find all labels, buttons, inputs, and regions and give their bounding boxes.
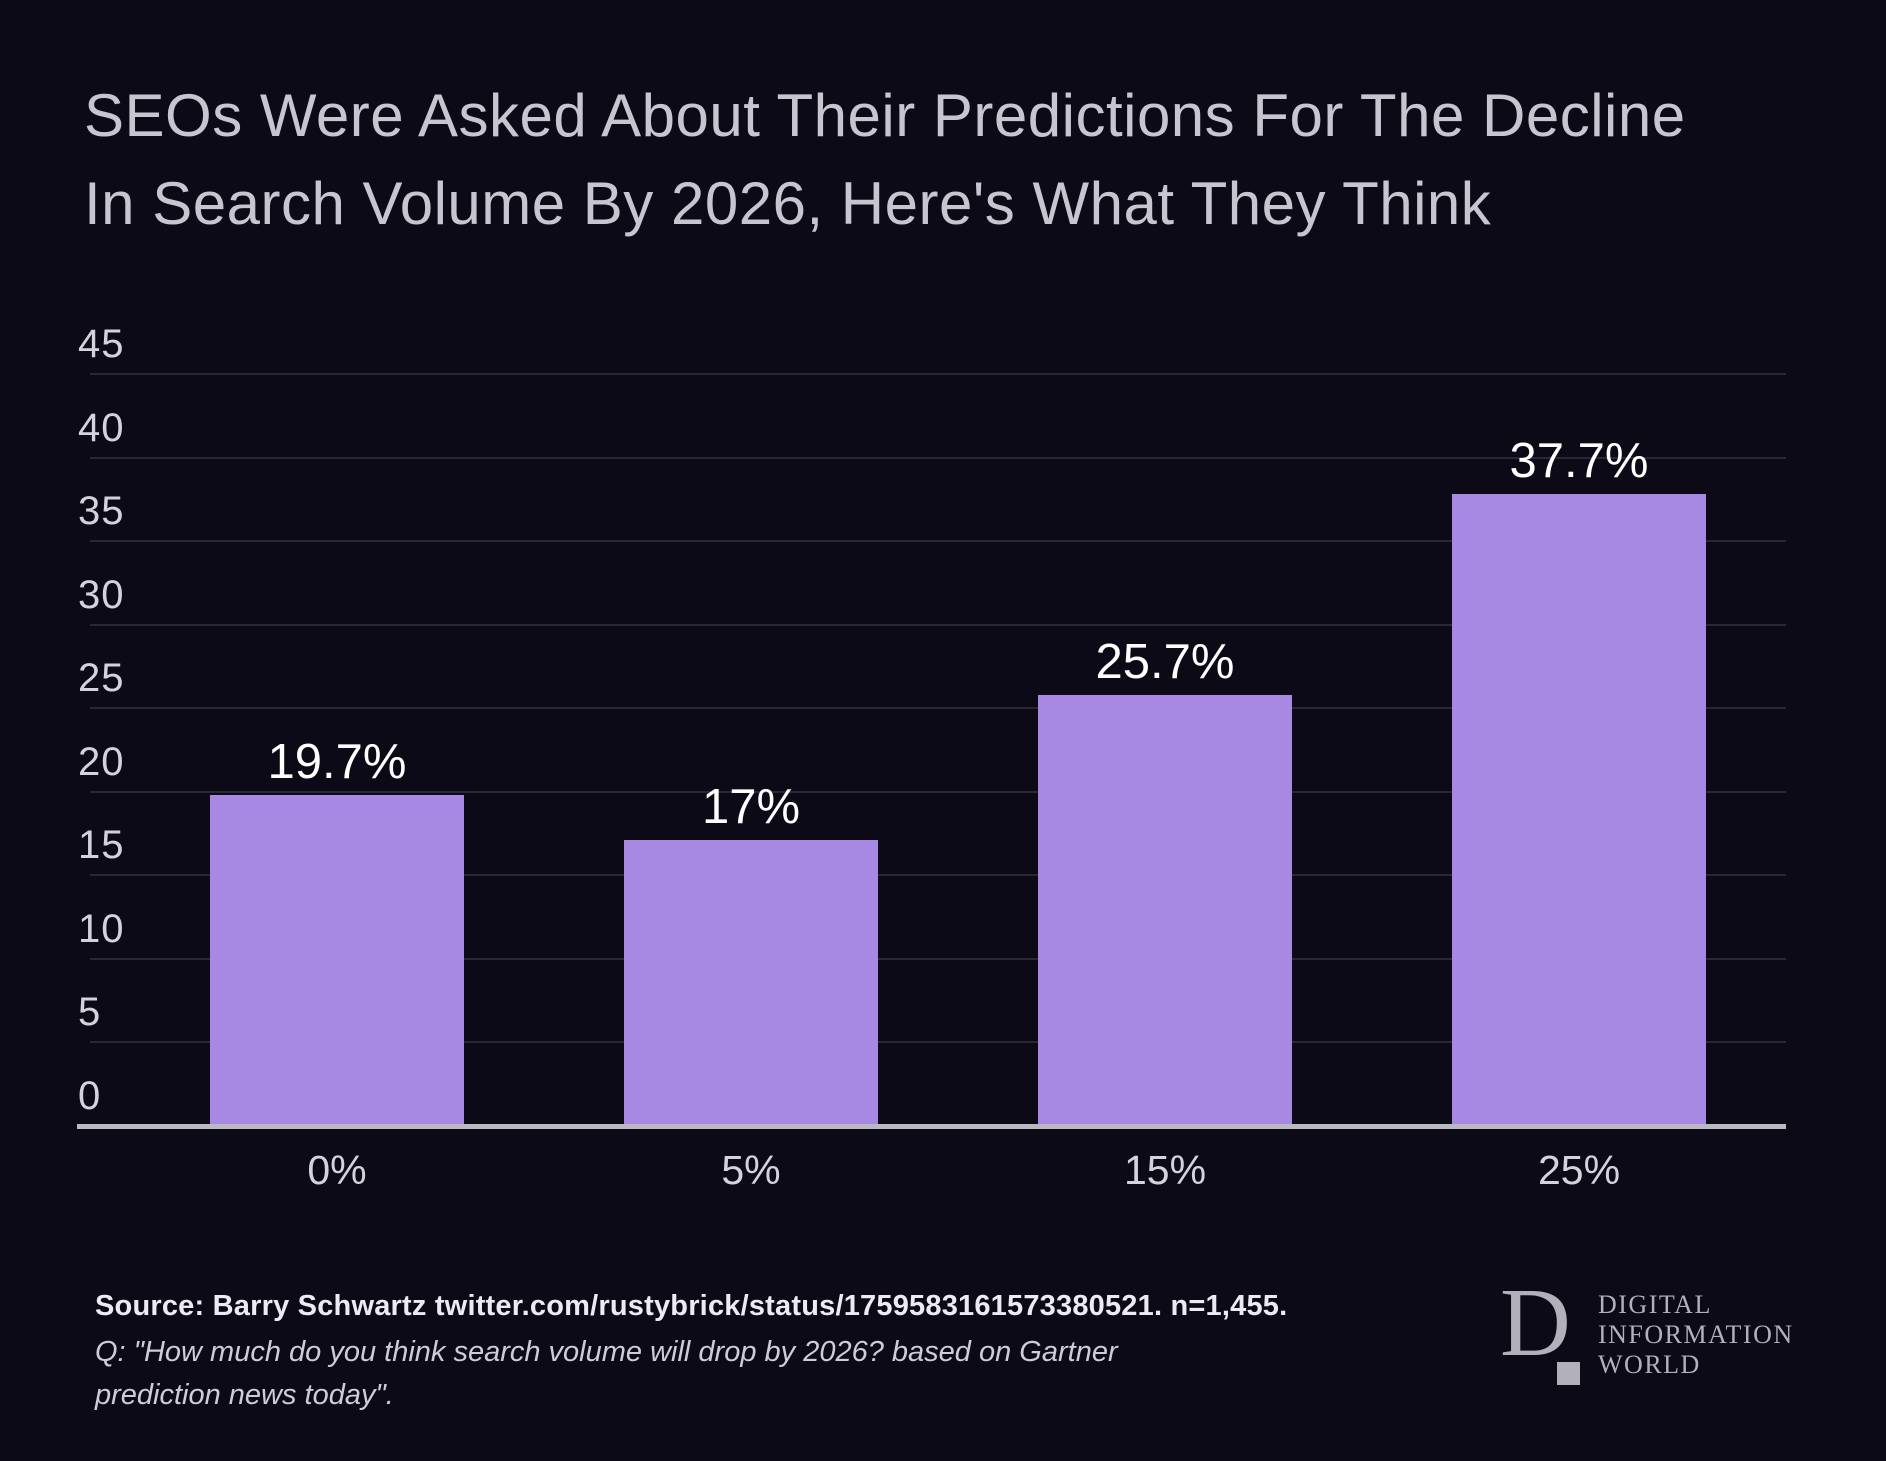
- y-axis-tick-label-45: 45: [78, 322, 125, 366]
- y-axis-tick-label-0: 0: [78, 1074, 102, 1118]
- y-axis-tick-label-30: 30: [78, 572, 125, 617]
- source-text: Source: Barry Schwartz twitter.com/rusty…: [95, 1290, 1288, 1322]
- x-axis-baseline: [77, 1124, 1786, 1129]
- bar-value-label-25%: 37.7%: [1509, 434, 1649, 488]
- logo-word-digital: DIGITAL: [1598, 1290, 1712, 1319]
- gridline-y-45: [90, 373, 1786, 375]
- gridline-y-15: [90, 874, 1786, 877]
- y-axis-tick-label-40: 40: [78, 405, 125, 450]
- x-axis-category-label-0%: 0%: [307, 1147, 367, 1193]
- logo-word-world: WORLD: [1598, 1350, 1701, 1379]
- gridline-y-40: [90, 456, 1786, 459]
- gridline-y-25: [90, 707, 1786, 710]
- bar-value-label-15%: 25.7%: [1095, 634, 1235, 689]
- chart-title-line-2: In Search Volume By 2026, Here's What Th…: [84, 170, 1492, 237]
- chart-title-line-1: SEOs Were Asked About Their Predictions …: [84, 82, 1686, 149]
- y-axis-tick-label-25: 25: [78, 656, 125, 701]
- question-line-2: prediction news today".: [95, 1379, 394, 1411]
- x-axis-category-label-5%: 5%: [721, 1147, 781, 1193]
- gridline-y-5: [90, 1041, 1786, 1044]
- y-axis-tick-label-20: 20: [78, 739, 125, 784]
- bar-value-label-5%: 17%: [701, 779, 801, 834]
- y-axis-tick-label-10: 10: [78, 906, 125, 951]
- logo-word-information: INFORMATION: [1598, 1320, 1794, 1349]
- logo-wordmark: DIGITAL INFORMATION WORLD: [1598, 1290, 1794, 1380]
- bar-value-label-0%: 19.7%: [267, 734, 407, 789]
- gridline-y-20: [90, 790, 1786, 793]
- y-axis-tick-label-5: 5: [78, 990, 102, 1035]
- question-text: Q: "How much do you think search volume …: [95, 1331, 1118, 1417]
- bar-15%: [1038, 694, 1292, 1124]
- gridline-y-35: [90, 540, 1786, 543]
- gridline-y-10: [90, 957, 1786, 960]
- bar-5%: [624, 839, 878, 1124]
- question-line-1: Q: "How much do you think search volume …: [95, 1336, 1118, 1368]
- y-axis-tick-label-15: 15: [78, 823, 125, 868]
- x-axis-category-label-25%: 25%: [1537, 1147, 1621, 1193]
- y-axis-tick-label-35: 35: [78, 489, 125, 534]
- digital-information-world-logo: D DIGITAL INFORMATION WORLD: [1500, 1270, 1830, 1410]
- x-axis-category-label-15%: 15%: [1123, 1147, 1207, 1193]
- bar-25%: [1452, 494, 1706, 1124]
- gridline-y-30: [90, 623, 1786, 626]
- logo-letter-d: D: [1500, 1269, 1571, 1377]
- chart-title: SEOs Were Asked About Their Predictions …: [84, 72, 1686, 248]
- logo-square-icon: [1557, 1362, 1580, 1385]
- bar-0%: [210, 794, 464, 1124]
